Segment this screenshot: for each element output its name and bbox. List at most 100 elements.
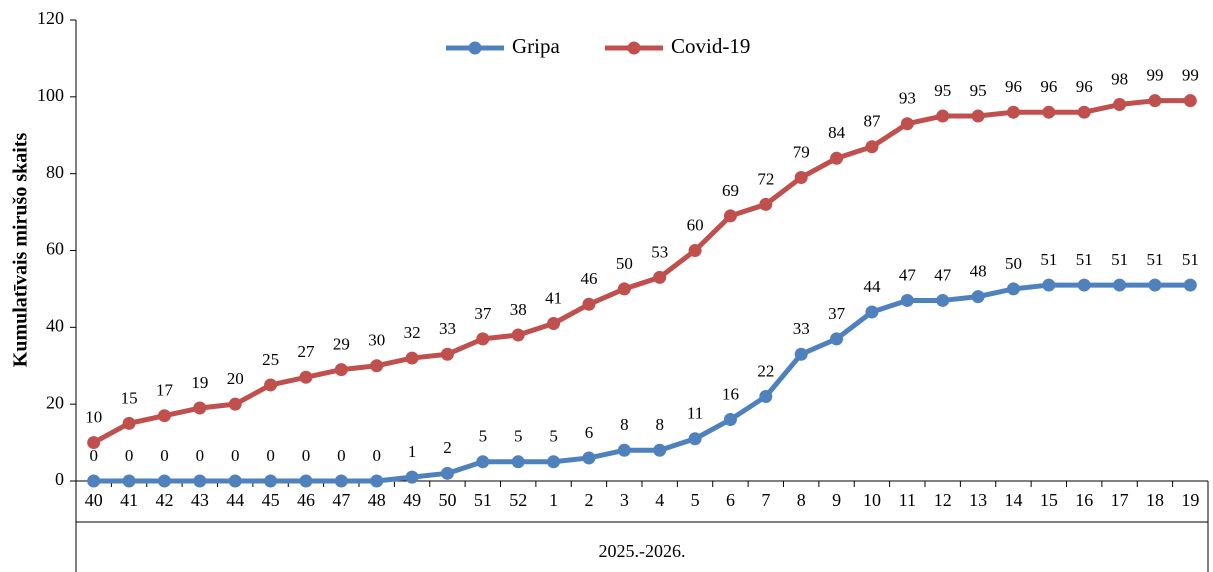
data-label: 29: [333, 334, 350, 353]
data-point: [1113, 278, 1127, 292]
data-label: 1: [408, 442, 417, 461]
data-point: [1148, 94, 1162, 108]
data-point: [582, 297, 596, 311]
data-label: 8: [655, 415, 664, 434]
data-label: 99: [1146, 66, 1163, 85]
data-point: [193, 401, 207, 415]
y-tick-label: 20: [46, 392, 64, 412]
data-point: [794, 347, 808, 361]
series-line: [92, 98, 1191, 445]
data-point: [830, 332, 844, 346]
data-label: 87: [863, 112, 881, 131]
data-point: [299, 474, 313, 488]
x-tick-label: 50: [438, 490, 456, 510]
data-label: 38: [510, 300, 527, 319]
data-point: [1183, 94, 1197, 108]
data-label: 72: [757, 169, 774, 188]
data-label: 98: [1111, 69, 1128, 88]
data-label: 96: [1005, 77, 1022, 96]
data-point: [87, 436, 101, 450]
x-tick-label: 7: [761, 490, 770, 510]
data-point: [122, 416, 136, 430]
data-label: 41: [545, 288, 562, 307]
x-tick-label: 49: [403, 490, 421, 510]
data-point: [228, 397, 242, 411]
x-tick-label: 13: [969, 490, 987, 510]
data-label: 37: [474, 304, 492, 323]
data-label: 2: [443, 438, 452, 457]
x-tick-label: 14: [1004, 490, 1022, 510]
data-point: [1077, 278, 1091, 292]
data-point: [653, 270, 667, 284]
data-point: [405, 351, 419, 365]
data-label: 27: [297, 342, 315, 361]
data-label: 51: [1076, 250, 1093, 269]
data-label: 51: [1146, 250, 1163, 269]
data-label: 5: [479, 427, 488, 446]
data-label: 51: [1111, 250, 1128, 269]
data-label: 95: [970, 81, 987, 100]
data-label: 0: [372, 446, 381, 465]
data-point: [476, 332, 490, 346]
legend-marker: [468, 41, 482, 55]
data-point: [653, 443, 667, 457]
x-tick-label: 48: [368, 490, 386, 510]
data-point: [1148, 278, 1162, 292]
y-tick-label: 100: [37, 85, 64, 105]
data-label: 50: [1005, 254, 1022, 273]
data-point: [228, 474, 242, 488]
x-tick-label: 52: [509, 490, 527, 510]
data-label: 44: [863, 277, 881, 296]
data-point: [1006, 282, 1020, 296]
data-point: [1042, 278, 1056, 292]
data-label: 0: [196, 446, 205, 465]
data-point: [157, 474, 171, 488]
data-point: [865, 140, 879, 154]
data-label: 25: [262, 350, 279, 369]
x-tick-label: 3: [620, 490, 629, 510]
data-label: 33: [439, 319, 456, 338]
data-point: [193, 474, 207, 488]
data-point: [582, 451, 596, 465]
data-label: 8: [620, 415, 629, 434]
y-axis-title: Kumulatīvais mirušo skaits: [10, 133, 32, 368]
data-point: [865, 305, 879, 319]
data-point: [723, 209, 737, 223]
x-tick-label: 1: [549, 490, 558, 510]
data-point: [936, 109, 950, 123]
y-tick-label: 40: [46, 315, 64, 335]
data-label: 51: [1182, 250, 1199, 269]
x-axis-title: 2025.-2026.: [599, 541, 686, 561]
data-label: 95: [934, 81, 951, 100]
data-point: [1183, 278, 1197, 292]
legend-marker: [627, 41, 641, 55]
series-line: [93, 282, 1191, 484]
x-tick-label: 17: [1111, 490, 1129, 510]
data-point: [440, 466, 454, 480]
data-point: [1006, 105, 1020, 119]
data-label: 11: [687, 404, 703, 423]
x-tick-label: 9: [832, 490, 841, 510]
y-tick-label: 80: [46, 162, 64, 182]
data-point: [405, 470, 419, 484]
data-point: [122, 474, 136, 488]
data-point: [617, 443, 631, 457]
y-tick-label: 60: [46, 239, 64, 259]
data-label: 6: [585, 423, 594, 442]
data-point: [1077, 105, 1091, 119]
data-label: 99: [1182, 66, 1199, 85]
data-label: 0: [231, 446, 240, 465]
data-point: [1042, 105, 1056, 119]
data-label: 37: [828, 304, 846, 323]
data-point: [794, 171, 808, 185]
y-tick-label: 0: [55, 469, 64, 489]
y-tick-label: 120: [37, 8, 64, 28]
data-point: [370, 474, 384, 488]
data-label: 0: [266, 446, 275, 465]
data-point: [688, 244, 702, 257]
x-tick-label: 12: [934, 490, 952, 510]
data-label: 48: [970, 262, 987, 281]
data-point: [723, 413, 737, 427]
data-label: 32: [404, 323, 421, 342]
data-point: [617, 282, 631, 296]
